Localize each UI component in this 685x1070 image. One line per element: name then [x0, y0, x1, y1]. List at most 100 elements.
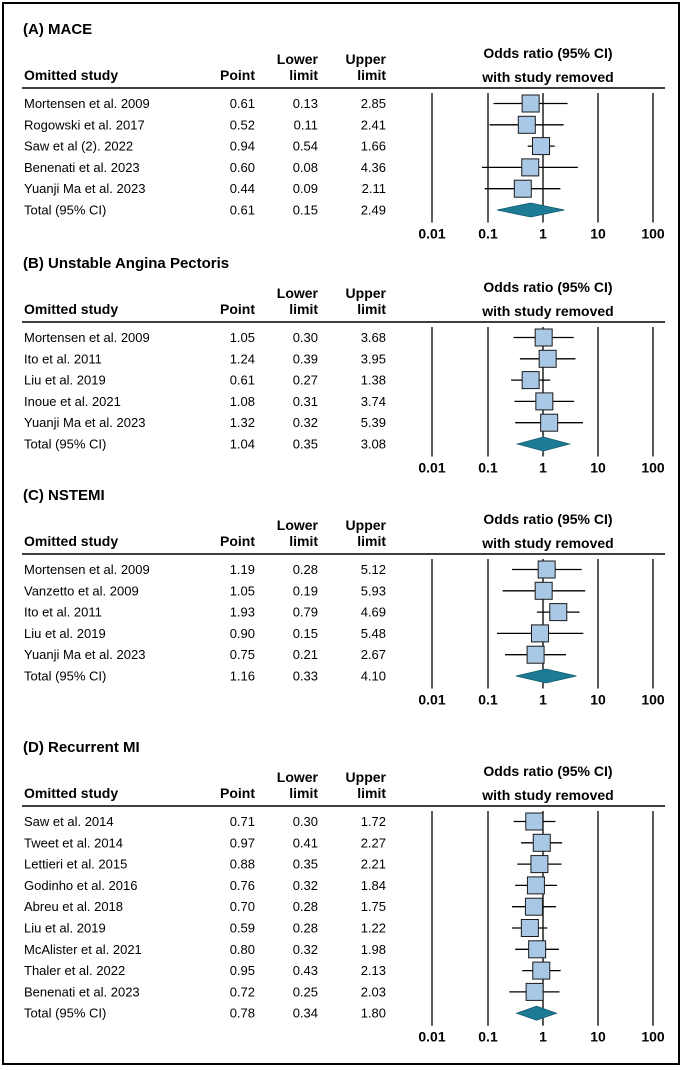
- point-estimate-box: [524, 897, 543, 916]
- total-upper: 4.10: [361, 669, 386, 684]
- study-name: Liu et al. 2019: [24, 921, 106, 936]
- study-name: Godinho et al. 2016: [24, 878, 137, 893]
- upper-limit: 2.27: [361, 835, 386, 850]
- point-estimate-box: [538, 349, 557, 368]
- point-estimate: 1.32: [230, 415, 255, 430]
- upper-limit: 3.68: [361, 330, 386, 345]
- header-lower-limit: limit: [289, 301, 318, 317]
- study-name: Liu et al. 2019: [24, 373, 106, 388]
- point-estimate: 0.70: [230, 899, 255, 914]
- lower-limit: 0.19: [293, 583, 318, 598]
- lower-limit: 0.32: [293, 415, 318, 430]
- study-name: Liu et al. 2019: [24, 626, 106, 641]
- point-estimate: 0.88: [230, 857, 255, 872]
- lower-limit: 0.09: [293, 181, 318, 196]
- axis-tick-label: 10: [590, 1029, 606, 1045]
- point-estimate: 1.05: [230, 583, 255, 598]
- upper-limit: 3.95: [361, 351, 386, 366]
- header-odds-ratio: Odds ratio (95% CI): [483, 763, 612, 779]
- lower-limit: 0.15: [293, 626, 318, 641]
- point-estimate: 0.52: [230, 117, 255, 132]
- point-estimate-box: [540, 413, 559, 432]
- panel-title: (A) MACE: [23, 21, 92, 38]
- total-label: Total (95% CI): [24, 437, 106, 452]
- axis-tick-label: 1: [539, 1029, 547, 1045]
- study-name: Thaler et al. 2022: [24, 963, 125, 978]
- axis-tick-label: 1: [539, 226, 547, 242]
- header-odds-ratio: Odds ratio (95% CI): [483, 279, 612, 295]
- total-point: 1.04: [230, 437, 255, 452]
- point-estimate: 0.80: [230, 942, 255, 957]
- axis-tick-label: 0.1: [478, 226, 498, 242]
- header-omitted-study: Omitted study: [24, 785, 118, 801]
- point-estimate: 0.94: [230, 139, 255, 154]
- point-estimate-box: [534, 328, 553, 347]
- total-upper: 1.80: [361, 1006, 386, 1021]
- study-name: Vanzetto et al. 2009: [24, 583, 139, 598]
- header-study-removed: with study removed: [481, 69, 613, 85]
- header-omitted-study: Omitted study: [24, 533, 118, 549]
- upper-limit: 1.38: [361, 373, 386, 388]
- point-estimate: 1.93: [230, 605, 255, 620]
- axis-tick-label: 10: [590, 226, 606, 242]
- point-estimate-box: [534, 581, 553, 600]
- panel-title: (C) NSTEMI: [23, 487, 105, 504]
- point-estimate: 0.61: [230, 96, 255, 111]
- panel-title: (B) Unstable Angina Pectoris: [23, 255, 229, 272]
- lower-limit: 0.32: [293, 942, 318, 957]
- study-name: Mortensen et al. 2009: [24, 562, 150, 577]
- point-estimate-box: [513, 179, 532, 198]
- axis-tick-label: 0.01: [418, 460, 445, 476]
- point-estimate: 0.44: [230, 181, 255, 196]
- lower-limit: 0.30: [293, 814, 318, 829]
- axis-tick-label: 100: [641, 1029, 665, 1045]
- upper-limit: 1.98: [361, 942, 386, 957]
- header-upper-limit: limit: [357, 67, 386, 83]
- lower-limit: 0.27: [293, 373, 318, 388]
- header-odds-ratio: Odds ratio (95% CI): [483, 45, 612, 61]
- total-label: Total (95% CI): [24, 1006, 106, 1021]
- upper-limit: 1.22: [361, 921, 386, 936]
- total-lower: 0.15: [293, 203, 318, 218]
- axis-tick-label: 0.1: [478, 460, 498, 476]
- axis-tick-label: 0.1: [478, 1029, 498, 1045]
- point-estimate-box: [521, 158, 540, 177]
- axis-tick-label: 0.01: [418, 1029, 445, 1045]
- point-estimate-box: [535, 392, 554, 411]
- axis-tick-label: 0.01: [418, 226, 445, 242]
- header-lower: Lower: [277, 51, 319, 67]
- point-estimate-box: [530, 624, 549, 643]
- study-name: Mortensen et al. 2009: [24, 330, 150, 345]
- header-upper: Upper: [346, 769, 387, 785]
- point-estimate-box: [537, 560, 556, 579]
- header-lower-limit: limit: [289, 533, 318, 549]
- header-upper-limit: limit: [357, 533, 386, 549]
- upper-limit: 2.85: [361, 96, 386, 111]
- total-lower: 0.34: [293, 1006, 318, 1021]
- lower-limit: 0.41: [293, 835, 318, 850]
- header-upper: Upper: [346, 517, 387, 533]
- study-name: Benenati et al. 2023: [24, 984, 140, 999]
- header-point: Point: [220, 67, 255, 83]
- upper-limit: 4.36: [361, 160, 386, 175]
- point-estimate: 0.97: [230, 835, 255, 850]
- upper-limit: 4.69: [361, 605, 386, 620]
- header-point: Point: [220, 301, 255, 317]
- upper-limit: 2.13: [361, 963, 386, 978]
- lower-limit: 0.54: [293, 139, 318, 154]
- study-name: Tweet et al. 2014: [24, 835, 123, 850]
- lower-limit: 0.11: [294, 117, 318, 132]
- point-estimate-box: [517, 115, 536, 134]
- lower-limit: 0.28: [293, 562, 318, 577]
- header-omitted-study: Omitted study: [24, 301, 118, 317]
- point-estimate-box: [525, 982, 544, 1001]
- study-name: Benenati et al. 2023: [24, 160, 140, 175]
- study-name: Yuanji Ma et al. 2023: [24, 415, 145, 430]
- header-upper-limit: limit: [357, 301, 386, 317]
- axis-tick-label: 1: [539, 692, 547, 708]
- header-point: Point: [220, 785, 255, 801]
- panel-title: (D) Recurrent MI: [23, 739, 140, 756]
- axis-tick-label: 100: [641, 226, 665, 242]
- study-name: Lettieri et al. 2015: [24, 857, 127, 872]
